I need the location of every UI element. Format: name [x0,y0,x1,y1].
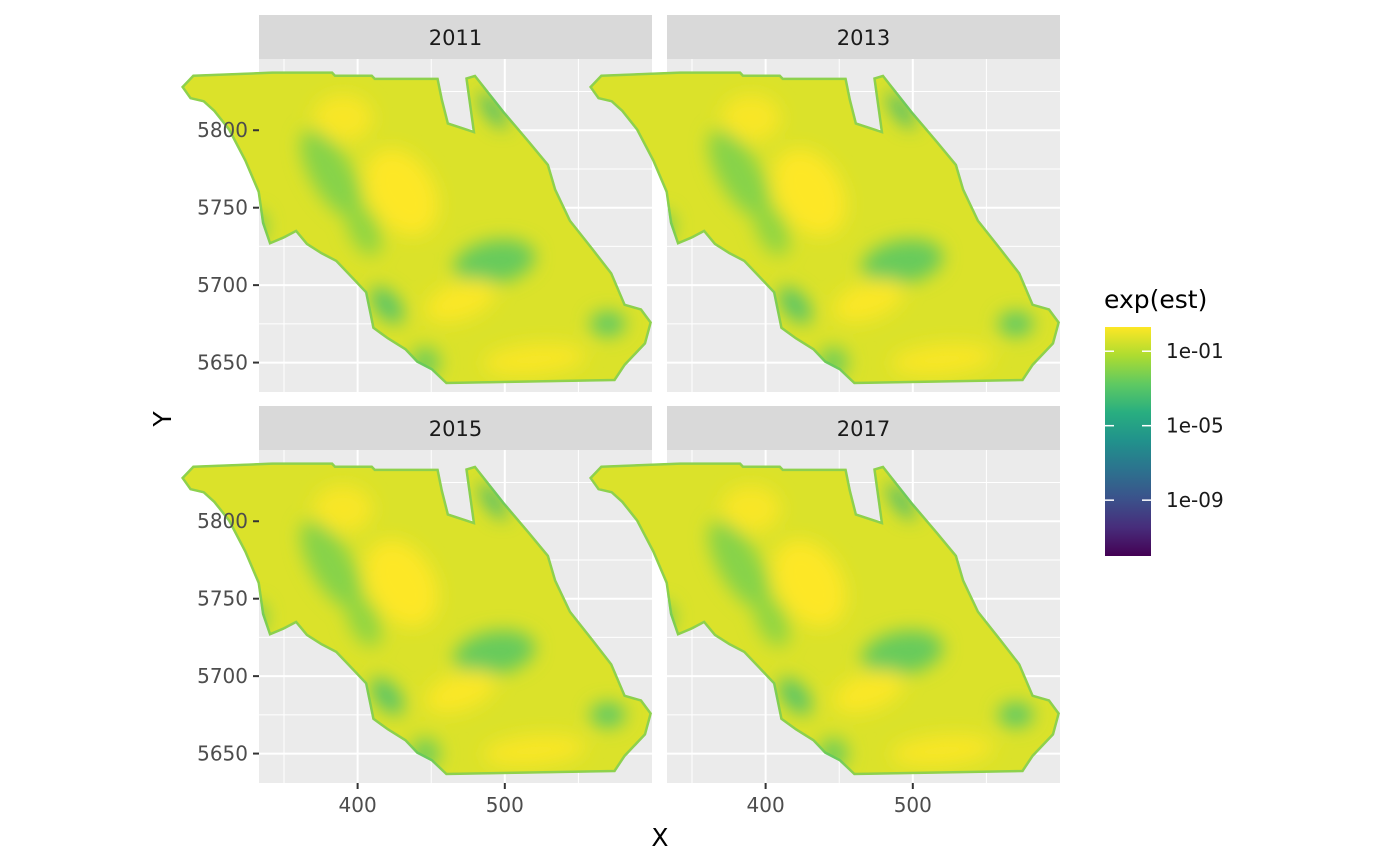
heatmap-feature [479,482,507,520]
heatmap-feature [861,630,944,676]
heatmap-feature [300,129,362,218]
heatmap-feature [778,287,812,324]
heatmap-feature [479,91,507,129]
heatmap-feature [833,670,904,714]
heatmap-field [181,462,652,776]
heatmap-feature [453,630,536,676]
facet-strip-label: 2017 [837,417,890,441]
heatmap-feature [300,520,362,609]
legend-tick-label: 1e-05 [1166,414,1224,438]
heatmap-feature [753,594,790,647]
facet-strip [667,15,1060,59]
y-tick-label: 5800 [197,509,248,533]
heatmap-feature [721,485,781,533]
axes: 5650 5700 5750 5800 5650 5700 5750 5800 400 500 40… [148,118,932,852]
heatmap-feature [708,129,770,218]
heatmap-feature [313,485,373,533]
heatmap-edge [181,462,652,776]
heatmap-feature [590,311,626,337]
facet-strip [667,406,1060,450]
y-tick-label: 5750 [197,587,248,611]
facet-2013: 2013 [589,15,1060,392]
heatmap-feature [890,734,994,767]
x-tick-label: 400 [747,793,785,817]
heatmap-feature [778,678,812,715]
x-tick-label: 500 [894,793,932,817]
heatmap-feature [365,148,439,236]
heatmap-feature [887,482,915,520]
y-tick-label: 5800 [197,118,248,142]
heatmap-field [181,71,652,385]
facet-strip [259,406,652,450]
heatmap-feature [998,311,1034,337]
heatmap-gradients [242,482,626,770]
heatmap-feature [425,279,496,323]
heatmap-feature [721,94,781,142]
facet-2011: 2011 [181,15,652,392]
y-tick-label: 5750 [197,196,248,220]
y-tick-label: 5650 [197,742,248,766]
x-tick-label: 400 [339,793,377,817]
legend: exp(est) 1e-09 1e-05 1e-01 [1104,285,1224,556]
heatmap-feature [773,148,847,236]
facet-2015: 2015 [181,406,652,783]
legend-title: exp(est) [1104,285,1207,314]
heatmap-feature [345,203,382,256]
heatmap-feature [453,239,536,285]
heatmap-feature [590,702,626,728]
heatmap-feature [482,734,586,767]
y-tick-label: 5700 [197,664,248,688]
heatmap-feature [365,539,439,627]
heatmap-feature [425,670,496,714]
legend-tick-label: 1e-01 [1166,339,1224,363]
facet-strip-label: 2015 [429,417,482,441]
legend-tick-label: 1e-09 [1166,488,1224,512]
facet-panels: 2011 2013 2015 2017 [181,15,1060,783]
heatmap-feature [313,94,373,142]
x-axis-title: X [651,823,668,852]
facet-strip-label: 2011 [429,26,482,50]
heatmap-feature [370,287,404,324]
heatmap-field [589,71,1060,385]
heatmap-feature [345,594,382,647]
heatmap-feature [370,678,404,715]
heatmap-feature [482,343,586,376]
heatmap-feature [998,702,1034,728]
facet-strip [259,15,652,59]
heatmap-feature [861,239,944,285]
heatmap-feature [887,91,915,129]
heatmap-feature [890,343,994,376]
heatmap-feature [708,520,770,609]
y-tick-label: 5650 [197,351,248,375]
heatmap-feature [833,279,904,323]
y-axis-title: Y [148,411,177,428]
heatmap-feature [773,539,847,627]
legend-colorbar [1105,327,1151,556]
facet-strip-label: 2013 [837,26,890,50]
heatmap-feature [753,203,790,256]
x-tick-label: 500 [486,793,524,817]
heatmap-gradients [242,91,626,379]
facet-2017: 2017 [589,406,1060,783]
y-tick-label: 5700 [197,273,248,297]
